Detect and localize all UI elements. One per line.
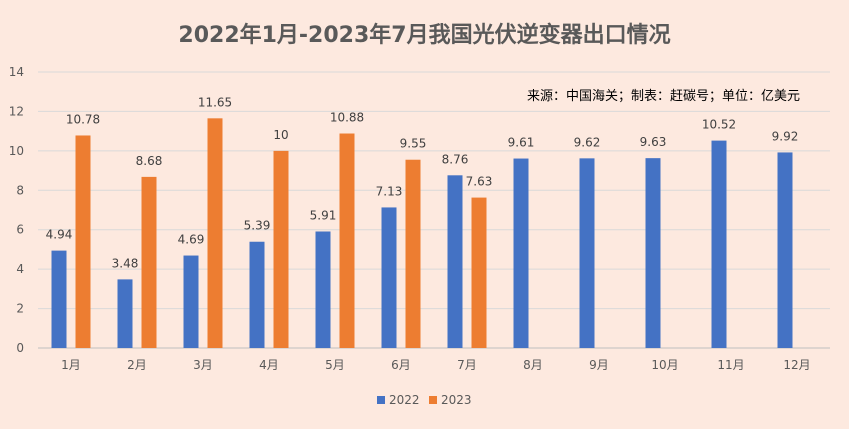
bar-2022-8月 (513, 158, 529, 348)
bar-2023-6月 (405, 159, 421, 348)
gridlines (38, 71, 830, 349)
data-label: 9.55 (400, 137, 427, 151)
bar-2022-7月 (447, 175, 463, 348)
data-labels: 4.94 3.48 4.69 5.39 5.91 7.13 8.76 9.61 9.62 9.63… (46, 95, 799, 270)
data-label: 5.39 (244, 219, 271, 233)
data-label: 7.13 (376, 184, 403, 198)
chart-title: 2022年1月-2023年7月我国光伏逆变器出口情况 (178, 22, 670, 48)
source-note: 来源：中国海关；制表：赶碳号；单位：亿美元 (527, 89, 800, 104)
bar-2022-11月 (711, 140, 727, 348)
legend-label-2022: 2022 (389, 393, 420, 407)
y-tick-label: 8 (16, 183, 24, 197)
y-tick-label: 14 (9, 65, 24, 79)
x-tick-label: 10月 (651, 358, 678, 372)
data-label: 4.69 (178, 233, 205, 247)
bar-2022-4月 (249, 241, 265, 348)
data-label: 9.63 (640, 135, 667, 149)
x-tick-label: 7月 (457, 358, 477, 372)
data-label: 10 (273, 128, 288, 142)
bar-2022-3月 (183, 255, 199, 348)
data-label: 8.76 (442, 152, 469, 166)
bar-2022-5月 (315, 231, 331, 348)
data-label: 7.63 (466, 175, 493, 189)
y-tick-label: 4 (16, 262, 24, 276)
data-label: 10.78 (66, 112, 100, 126)
data-label: 8.68 (136, 154, 163, 168)
x-tick-label: 4月 (259, 358, 279, 372)
bar-2023-4月 (273, 150, 289, 348)
legend-swatch-2022 (377, 396, 385, 404)
x-tick-label: 11月 (717, 358, 744, 372)
y-tick-label: 10 (9, 144, 24, 158)
bar-2023-2月 (141, 176, 157, 348)
x-tick-label: 2月 (127, 358, 147, 372)
bar-2022-2月 (117, 279, 133, 348)
bar-2022-6月 (381, 207, 397, 348)
legend: 2022 2023 (377, 393, 472, 407)
data-label: 10.88 (330, 111, 364, 125)
x-tick-label: 1月 (61, 358, 81, 372)
y-tick-label: 6 (16, 223, 24, 237)
data-label: 9.62 (574, 135, 601, 149)
x-tick-label: 6月 (391, 358, 411, 372)
bar-2022-1月 (51, 250, 67, 348)
axes: 0 2 4 6 8 10 12 14 1月 2月 3月 4月 5月 6月 7月 8月 9月 10月 11月 12月 (9, 65, 811, 372)
bar-2022-12月 (777, 152, 793, 348)
x-tick-label: 5月 (325, 358, 345, 372)
y-tick-label: 12 (9, 104, 24, 118)
bar-2022-9月 (579, 158, 595, 348)
data-label: 3.48 (112, 256, 139, 270)
y-tick-label: 2 (16, 302, 24, 316)
data-label: 4.94 (46, 228, 73, 242)
data-label: 5.91 (310, 208, 337, 222)
bar-2023-3月 (207, 118, 223, 348)
x-tick-label: 3月 (193, 358, 213, 372)
bar-2022-10月 (645, 158, 661, 348)
y-tick-label: 0 (16, 341, 24, 355)
bar-2023-5月 (339, 133, 355, 348)
data-label: 9.61 (508, 136, 535, 150)
legend-label-2023: 2023 (441, 393, 472, 407)
x-tick-label: 8月 (523, 358, 543, 372)
data-label: 9.92 (772, 129, 799, 143)
bar-2023-7月 (471, 197, 487, 348)
bar-2023-1月 (75, 135, 91, 348)
x-tick-label: 12月 (783, 358, 810, 372)
x-tick-label: 9月 (589, 358, 609, 372)
data-label: 11.65 (198, 95, 232, 109)
bars (51, 118, 793, 348)
legend-swatch-2023 (429, 396, 437, 404)
data-label: 10.52 (702, 118, 736, 132)
